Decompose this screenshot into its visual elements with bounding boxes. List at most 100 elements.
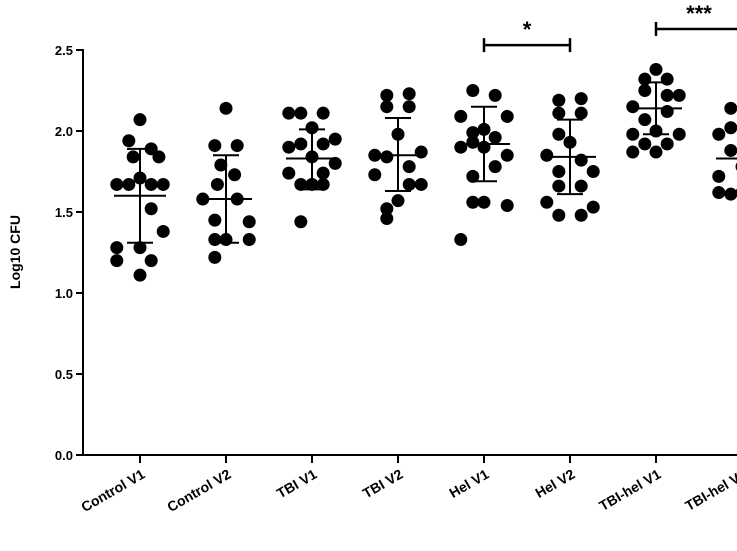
x-tick-label: TBI V1 (274, 466, 320, 502)
data-point (122, 177, 136, 191)
data-point (144, 202, 158, 216)
data-point (391, 194, 405, 208)
x-tick-label: Hel V2 (532, 466, 577, 501)
data-point (466, 169, 480, 183)
data-point (133, 113, 147, 127)
data-point (316, 166, 330, 180)
data-point (156, 224, 170, 238)
data-point (500, 148, 514, 162)
data-point (552, 208, 566, 222)
data-point (133, 241, 147, 255)
data-point (282, 106, 296, 120)
data-point (586, 200, 600, 214)
data-point (144, 254, 158, 268)
data-point (466, 195, 480, 209)
data-point (574, 153, 588, 167)
data-point (500, 199, 514, 213)
data-point (466, 126, 480, 140)
axes (76, 49, 737, 463)
data-point (712, 169, 726, 183)
data-point (402, 177, 416, 191)
data-point (316, 106, 330, 120)
data-point (414, 177, 428, 191)
data-point (219, 101, 233, 115)
data-point (638, 84, 652, 97)
data-point (552, 165, 566, 178)
data-point (649, 145, 663, 159)
data-point (574, 208, 588, 222)
data-point (466, 135, 480, 149)
data-point (552, 93, 566, 107)
data-point (133, 268, 147, 282)
data-point (228, 168, 242, 182)
data-point (380, 211, 394, 225)
x-tick-label: Control V2 (164, 466, 233, 515)
significance-brackets: **** (482, 1, 737, 53)
data-point (368, 168, 382, 182)
data-point (294, 215, 308, 229)
data-point (122, 134, 136, 148)
data-point (402, 87, 416, 101)
data-point (540, 148, 554, 162)
data-point (626, 145, 640, 159)
data-points (110, 62, 737, 282)
error-bars (114, 81, 737, 244)
data-point (626, 127, 640, 141)
data-point (638, 72, 652, 86)
data-point (672, 88, 686, 102)
data-point (454, 140, 468, 154)
data-point (574, 92, 588, 106)
data-point (638, 113, 652, 127)
x-tick-label: TBI-hel V2 (682, 466, 737, 514)
data-point (380, 100, 394, 114)
data-point (294, 106, 308, 120)
data-point (466, 84, 480, 97)
data-point (454, 233, 468, 247)
data-point (712, 186, 726, 200)
data-point (126, 150, 140, 164)
data-point (152, 150, 166, 164)
data-point (110, 177, 124, 191)
data-point (552, 179, 566, 193)
x-tick-label: TBI-hel V1 (596, 466, 663, 514)
data-point (208, 213, 222, 227)
data-point (724, 143, 737, 157)
data-point (242, 215, 256, 229)
data-point (144, 177, 158, 191)
data-point (660, 137, 674, 151)
data-point (488, 88, 502, 102)
data-point (242, 233, 256, 247)
data-point (316, 137, 330, 151)
significance-label: *** (686, 1, 712, 26)
data-point (210, 177, 224, 191)
data-point (208, 233, 222, 247)
data-point (712, 127, 726, 141)
data-point (282, 140, 296, 154)
data-point (724, 187, 737, 201)
data-point (316, 177, 330, 191)
data-point (660, 72, 674, 86)
data-point (724, 121, 737, 135)
data-point (230, 139, 244, 153)
data-point (282, 166, 296, 180)
x-tick-label: Control V1 (78, 466, 147, 515)
data-point (294, 137, 308, 151)
y-tick-label: 1.5 (55, 205, 73, 220)
data-point (454, 109, 468, 123)
data-point (552, 106, 566, 120)
data-point (552, 127, 566, 141)
data-point (724, 101, 737, 115)
data-point (294, 177, 308, 191)
y-tick-label: 0.5 (55, 367, 73, 382)
data-point (328, 132, 342, 146)
data-point (208, 139, 222, 153)
data-point (380, 202, 394, 216)
data-point (540, 195, 554, 209)
data-point (328, 156, 342, 170)
data-point (380, 150, 394, 164)
data-point (500, 109, 514, 123)
data-point (649, 62, 663, 76)
data-point (626, 100, 640, 114)
data-point (672, 127, 686, 141)
data-point (305, 121, 319, 135)
